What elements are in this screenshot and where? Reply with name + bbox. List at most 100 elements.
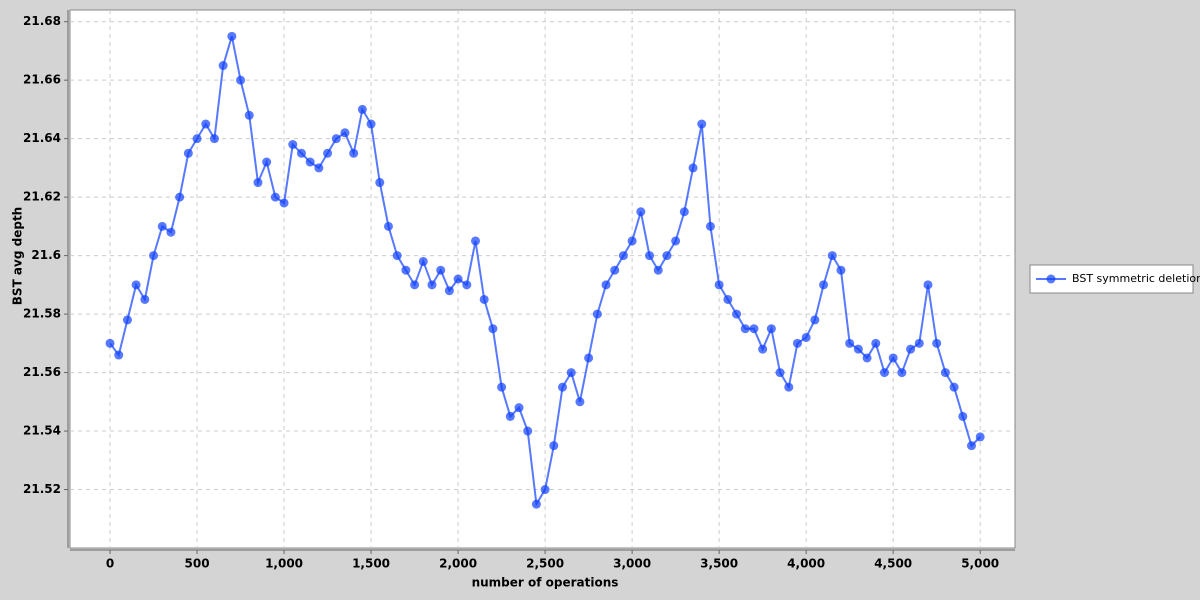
data-point <box>845 338 855 348</box>
data-point <box>827 251 837 261</box>
data-point <box>497 382 507 392</box>
data-point <box>270 192 280 202</box>
y-tick-label: 21.58 <box>23 307 61 321</box>
data-point <box>114 350 124 360</box>
data-point <box>262 157 272 167</box>
x-tick-label: 0 <box>106 557 114 571</box>
data-point <box>871 338 881 348</box>
data-point <box>610 265 620 275</box>
data-point <box>758 344 768 354</box>
data-point <box>914 338 924 348</box>
data-point <box>140 294 150 304</box>
data-point <box>149 251 159 261</box>
data-point <box>723 294 733 304</box>
data-point <box>288 140 298 149</box>
data-point <box>879 368 889 378</box>
data-point <box>462 280 472 290</box>
data-point <box>296 148 306 158</box>
data-point <box>331 134 341 144</box>
data-point <box>418 256 428 266</box>
data-point <box>122 315 132 325</box>
data-point <box>688 163 698 173</box>
data-point <box>949 382 959 392</box>
data-point <box>375 178 385 188</box>
data-point <box>888 353 898 363</box>
data-point <box>323 148 333 158</box>
data-point <box>279 198 289 208</box>
x-tick-label: 4,000 <box>787 557 825 571</box>
data-point <box>531 499 541 509</box>
data-point <box>897 368 907 378</box>
data-point <box>775 368 785 378</box>
data-point <box>479 294 489 304</box>
data-point <box>801 332 811 342</box>
data-point <box>575 397 585 407</box>
data-point <box>131 280 141 290</box>
data-point <box>645 251 655 261</box>
legend-label: BST symmetric deletion <box>1072 272 1200 285</box>
data-point <box>618 251 628 261</box>
x-tick-label: 1,000 <box>265 557 303 571</box>
x-tick-label: 3,000 <box>613 557 651 571</box>
data-point <box>958 411 968 421</box>
data-point <box>662 251 672 261</box>
data-point <box>209 134 219 144</box>
y-tick-label: 21.54 <box>23 424 61 438</box>
data-point <box>679 207 689 217</box>
x-tick-label: 4,500 <box>874 557 912 571</box>
data-point <box>105 338 115 348</box>
x-tick-label: 1,500 <box>352 557 390 571</box>
data-point <box>784 382 794 392</box>
data-point <box>314 163 324 173</box>
data-point <box>766 324 776 334</box>
data-point <box>601 280 611 290</box>
x-tick-label: 3,500 <box>700 557 738 571</box>
data-point <box>740 324 750 334</box>
data-point <box>505 411 515 421</box>
data-point <box>253 178 263 188</box>
y-tick-label: 21.52 <box>23 482 61 496</box>
data-point <box>244 110 254 120</box>
data-point <box>975 432 985 442</box>
y-tick-label: 21.6 <box>31 248 61 262</box>
data-point <box>549 441 559 451</box>
data-point <box>584 353 594 363</box>
y-axis-label: BST avg depth <box>11 207 25 305</box>
data-point <box>183 148 193 158</box>
data-point <box>592 309 602 319</box>
data-point <box>705 221 715 231</box>
y-tick-label: 21.62 <box>23 190 61 204</box>
data-point <box>349 148 359 158</box>
y-tick-label: 21.68 <box>23 14 61 28</box>
data-point <box>566 368 576 378</box>
data-point <box>427 280 437 290</box>
data-point <box>653 265 663 275</box>
data-point <box>671 236 681 246</box>
data-point <box>558 382 568 392</box>
data-point <box>444 286 454 296</box>
data-point <box>453 274 463 284</box>
y-tick-label: 21.66 <box>23 73 61 87</box>
data-point <box>227 31 237 41</box>
data-point <box>357 104 367 114</box>
plot-area <box>69 9 1016 549</box>
data-point <box>305 157 315 167</box>
data-point <box>514 403 524 413</box>
data-point <box>192 134 202 144</box>
data-point <box>436 265 446 275</box>
data-point <box>392 251 402 261</box>
data-point <box>340 128 350 138</box>
data-point <box>853 344 863 354</box>
data-point <box>236 75 246 85</box>
data-point <box>819 280 829 290</box>
data-point <box>697 119 707 129</box>
legend-marker <box>1046 274 1056 284</box>
data-point <box>470 236 480 246</box>
data-point <box>218 61 228 71</box>
data-point <box>523 426 533 436</box>
y-tick-label: 21.56 <box>23 365 61 379</box>
data-point <box>810 315 820 325</box>
data-point <box>383 221 393 231</box>
